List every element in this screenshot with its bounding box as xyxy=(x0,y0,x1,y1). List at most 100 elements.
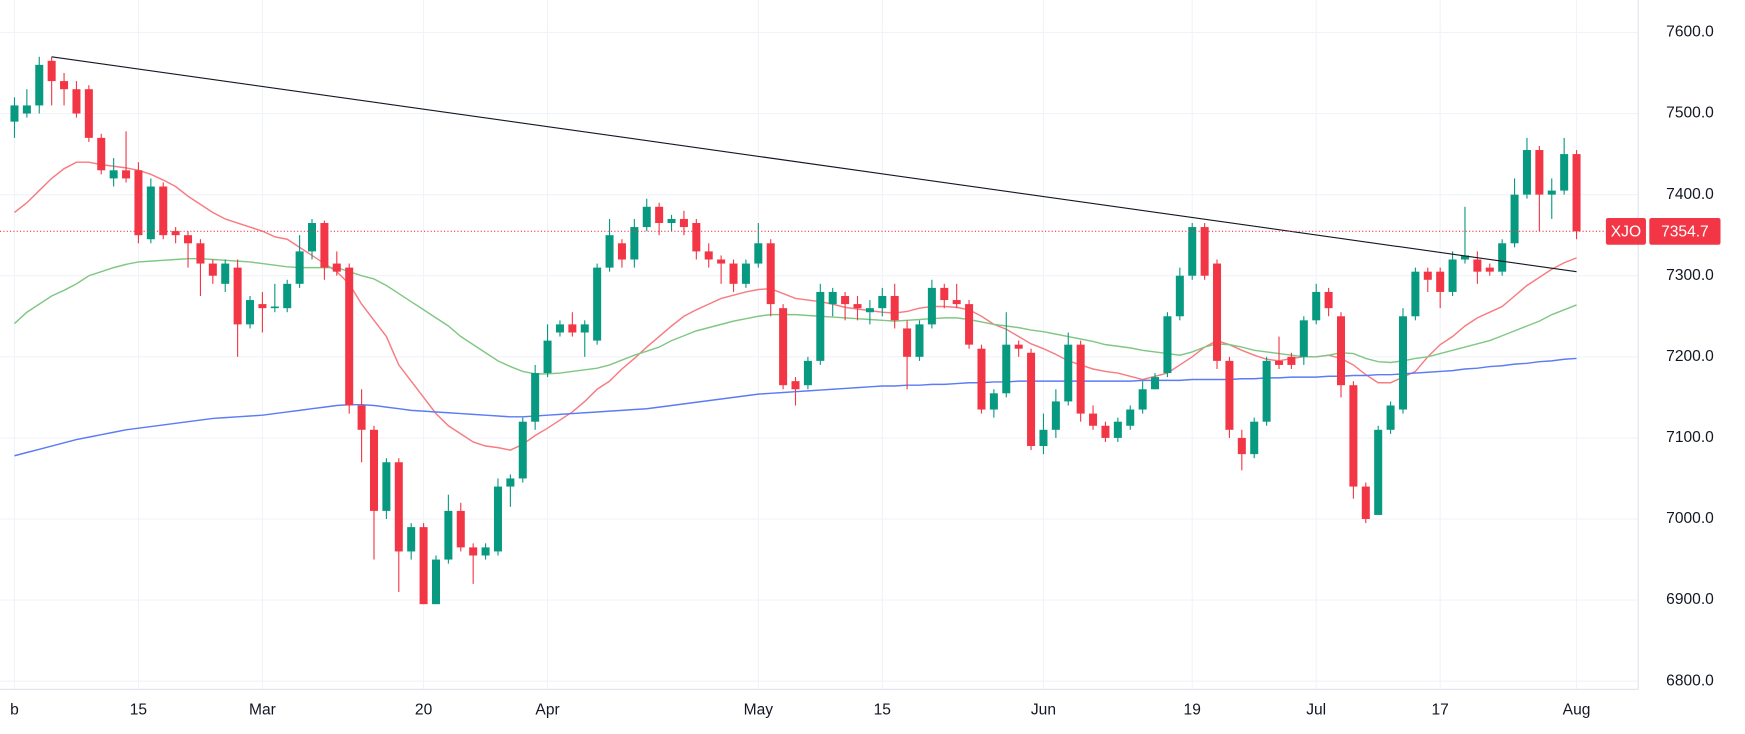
candle-body xyxy=(1547,190,1556,195)
candle-body xyxy=(940,287,949,301)
candle-body xyxy=(1113,421,1122,438)
x-tick-label: b xyxy=(10,702,19,719)
y-tick-label: 7500.0 xyxy=(1666,105,1714,122)
candle-body xyxy=(1460,255,1469,260)
trendline xyxy=(51,56,1577,273)
symbol-label: XJO xyxy=(1611,224,1641,241)
symbol-badge xyxy=(1605,217,1646,245)
candle-body xyxy=(1572,154,1581,232)
candle-body xyxy=(952,300,961,305)
candle-body xyxy=(543,340,552,374)
candle-body xyxy=(1510,194,1519,244)
candle-body xyxy=(617,243,626,260)
candle-body xyxy=(1398,316,1407,410)
candle-body xyxy=(766,243,775,305)
candle-body xyxy=(1448,259,1457,292)
candle-body xyxy=(642,206,651,228)
candle-body xyxy=(122,170,131,179)
candle-body xyxy=(1138,389,1147,410)
candle-body xyxy=(717,259,726,264)
candle-body xyxy=(803,360,812,386)
price-label: 7354.7 xyxy=(1661,224,1709,241)
x-tick-label: Mar xyxy=(249,702,276,719)
candle-body xyxy=(270,306,279,309)
candle-body xyxy=(927,287,936,325)
y-tick-label: 7000.0 xyxy=(1666,510,1714,527)
candle-body xyxy=(196,243,205,264)
candle-body xyxy=(1126,409,1135,426)
candle-body xyxy=(667,218,676,224)
candle-body xyxy=(816,291,825,361)
candle-body xyxy=(60,81,69,90)
candle-body xyxy=(679,218,688,228)
candle-body xyxy=(704,251,713,260)
candle-body xyxy=(283,283,292,309)
candle-body xyxy=(1411,271,1420,317)
candle-body xyxy=(506,478,515,487)
candle-body xyxy=(878,295,887,309)
candle-body xyxy=(10,105,19,122)
candle-body xyxy=(1200,227,1209,276)
candle-body xyxy=(915,324,924,357)
candle-body xyxy=(47,60,56,82)
candle-body xyxy=(493,486,502,552)
candle-body xyxy=(841,295,850,305)
candle-body xyxy=(419,527,428,605)
candle-body xyxy=(655,206,664,224)
x-tick-label: 17 xyxy=(1432,702,1449,719)
candle-body xyxy=(407,527,416,552)
x-tick-label: May xyxy=(744,702,774,719)
candle-body xyxy=(741,263,750,284)
x-tick-label: Aug xyxy=(1563,702,1591,719)
candle-body xyxy=(1374,429,1383,515)
candle-body xyxy=(1275,360,1284,365)
candle-body xyxy=(630,227,639,260)
candle-body xyxy=(369,429,379,511)
candle-body xyxy=(444,510,453,560)
x-tick-label: Jul xyxy=(1306,702,1326,719)
candle-body xyxy=(1076,344,1085,414)
x-tick-label: 19 xyxy=(1184,702,1201,719)
candle-body xyxy=(754,243,763,264)
candle-body xyxy=(1299,320,1308,357)
candle-body xyxy=(431,559,440,605)
candle-body xyxy=(1336,316,1346,386)
candle-body xyxy=(295,251,304,284)
candle-body xyxy=(1051,401,1060,430)
x-tick-label: 15 xyxy=(130,702,148,719)
candle-body xyxy=(320,223,329,268)
candle-body xyxy=(791,381,800,390)
candle-body xyxy=(1262,360,1271,422)
candle-body xyxy=(221,263,230,284)
candle-body xyxy=(1163,316,1172,374)
candle-body xyxy=(35,64,44,106)
candle-body xyxy=(1423,271,1432,280)
candle-body xyxy=(357,405,366,430)
candle-body xyxy=(1250,421,1259,455)
x-tick-label: Apr xyxy=(535,702,559,719)
candle-body xyxy=(1039,429,1048,447)
candle-body xyxy=(580,324,589,333)
candle-body xyxy=(469,547,478,556)
candle-body xyxy=(1361,486,1370,520)
candle-body xyxy=(1225,360,1234,430)
candle-body xyxy=(171,231,180,236)
candle-body xyxy=(779,308,788,386)
y-tick-label: 7300.0 xyxy=(1666,267,1714,284)
y-tick-label: 7200.0 xyxy=(1666,348,1714,365)
y-tick-label: 7600.0 xyxy=(1666,24,1714,41)
candle-body xyxy=(1473,259,1482,272)
candle-body xyxy=(258,304,267,309)
x-tick-label: Jun xyxy=(1031,702,1056,719)
candle-body xyxy=(1089,413,1098,426)
candle-body xyxy=(1498,243,1507,272)
candle-body xyxy=(853,304,862,309)
candle-body xyxy=(1535,150,1544,195)
candle-body xyxy=(84,89,93,138)
x-tick-label: 15 xyxy=(874,702,892,719)
candle-body xyxy=(729,263,738,284)
candle-body xyxy=(989,393,998,410)
candle-body xyxy=(1386,405,1395,430)
candle-body xyxy=(977,348,986,410)
